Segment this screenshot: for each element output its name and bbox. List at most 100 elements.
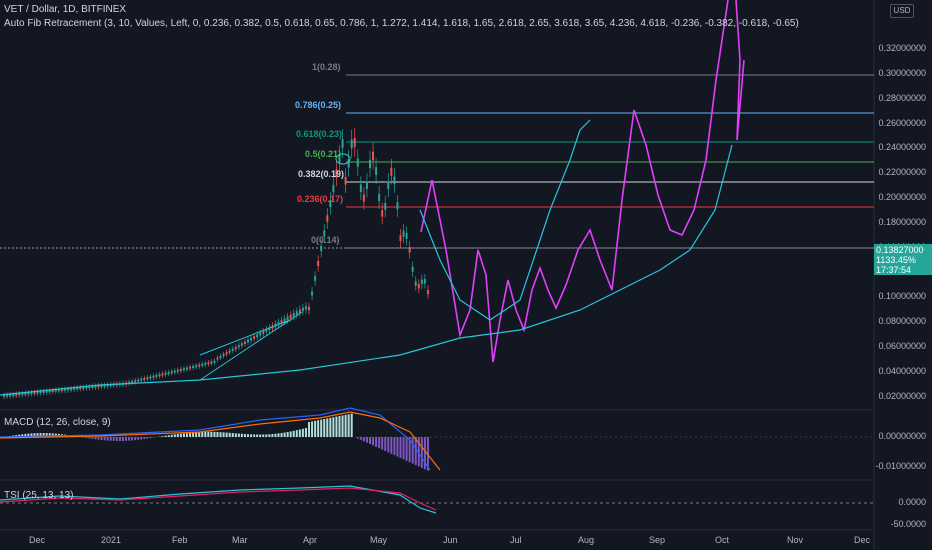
currency-badge[interactable]: USD (890, 4, 914, 18)
macd-histogram-bar (359, 437, 362, 440)
macd-histogram-bar (216, 432, 219, 437)
macd-histogram-bar (115, 437, 118, 441)
tsi-signal-line (0, 487, 437, 511)
signal-line (0, 411, 441, 471)
cycle-curve (419, 119, 591, 321)
time-axis-label: Aug (578, 535, 595, 545)
fib-level-label: 0.786(0.25) (295, 100, 342, 110)
macd-histogram-bar (253, 434, 256, 437)
change-percent: 1133.45% (876, 255, 916, 265)
candle-body (375, 167, 378, 176)
macd-histogram-bar (30, 433, 33, 437)
time-axis-label: Feb (172, 535, 188, 545)
macd-histogram-bar (375, 437, 378, 447)
macd-histogram-bar (97, 437, 100, 440)
macd-histogram-bar (18, 434, 21, 437)
candle-body (426, 289, 429, 295)
macd-histogram-bar (137, 437, 140, 440)
macd-histogram-bar (228, 432, 231, 437)
candle-body (179, 369, 182, 371)
time-axis-label: Apr (303, 535, 318, 545)
candle-body (344, 176, 347, 185)
candle-body (82, 386, 85, 389)
candle-body (280, 320, 283, 324)
price-axis-label: 0.30000000 (878, 68, 926, 78)
macd-histogram-bar (128, 437, 131, 441)
candle-body (100, 385, 103, 387)
candle-body (219, 355, 222, 358)
candle-body (51, 390, 54, 392)
macd-histogram-bar (143, 437, 146, 440)
fib-indicator-legend[interactable]: Auto Fib Retracement (3, 10, Values, Lef… (4, 18, 799, 29)
macd-histogram-bar (344, 414, 347, 437)
macd-histogram-bar (417, 437, 420, 467)
candle-body (155, 375, 158, 377)
candle-body (265, 329, 268, 332)
candle-body (347, 159, 350, 168)
macd-histogram-bar (100, 437, 103, 441)
price-axis-label: 0.02000000 (878, 391, 926, 401)
candle-body (186, 367, 188, 370)
candle-body (329, 200, 332, 207)
candle-body (36, 391, 39, 394)
price-axis-label: 0.32000000 (878, 43, 926, 53)
tsi-line (0, 485, 437, 514)
candle-body (201, 363, 204, 366)
candle-body (289, 314, 292, 319)
candle-body (387, 181, 390, 190)
macd-histogram-bar (320, 419, 323, 437)
candle-body (9, 394, 12, 397)
macd-histogram-bar (179, 433, 182, 437)
candle-body (134, 380, 137, 383)
macd-histogram-bar (292, 430, 295, 437)
macd-histogram-bar (408, 437, 411, 463)
candle-body (286, 316, 289, 320)
macd-histogram-bar (372, 437, 375, 446)
macd-histogram-bar (192, 432, 195, 437)
candle-body (60, 389, 63, 392)
tsi-title[interactable]: TSI (25, 13, 13) (4, 490, 74, 501)
candle-body (399, 235, 402, 242)
candle-body (402, 230, 405, 237)
macd-histogram-bar (207, 431, 210, 437)
macd-histogram-bar (411, 437, 414, 464)
macd-histogram-bar (189, 432, 192, 437)
time-axis-label: Oct (715, 535, 730, 545)
symbol-title[interactable]: VET / Dollar, 1D, BITFINEX (4, 4, 127, 15)
candle-body (390, 167, 393, 176)
candle-body (323, 230, 326, 237)
candle-body (292, 313, 295, 317)
candle-body (237, 345, 240, 348)
candle-body (12, 394, 15, 397)
candle-body (420, 279, 423, 285)
candle-body (70, 388, 73, 391)
candle-body (353, 137, 356, 147)
macd-histogram-bar (362, 437, 365, 442)
price-candles (3, 128, 429, 400)
macd-histogram-bar (308, 422, 310, 437)
macd-histogram-bar (210, 431, 213, 437)
fib-level-label: 0.236(0.17) (297, 194, 344, 204)
macd-histogram-bar (134, 437, 137, 441)
macd-histogram-bar (109, 437, 112, 441)
candle-body (362, 194, 365, 202)
macd-histogram-bar (149, 437, 152, 439)
candle-body (27, 392, 30, 395)
macd-histogram-bar (201, 431, 204, 437)
macd-histogram-bar (204, 431, 207, 437)
macd-histogram-bar (15, 435, 18, 437)
fib-level-label: 0.618(0.23) (296, 129, 343, 139)
candle-body (283, 318, 286, 322)
candle-body (240, 343, 243, 346)
candle-body (143, 378, 146, 380)
candle-body (335, 169, 338, 178)
macd-histogram-bar (289, 431, 292, 437)
last-price: 0.13827000 (876, 245, 924, 255)
macd-title[interactable]: MACD (12, 26, close, 9) (4, 417, 111, 428)
macd-histogram-bar (393, 437, 396, 456)
candle-body (73, 387, 76, 390)
macd-histogram-bar (240, 433, 243, 437)
macd-histogram-bar (219, 432, 222, 437)
macd-histogram-bar (85, 437, 88, 438)
